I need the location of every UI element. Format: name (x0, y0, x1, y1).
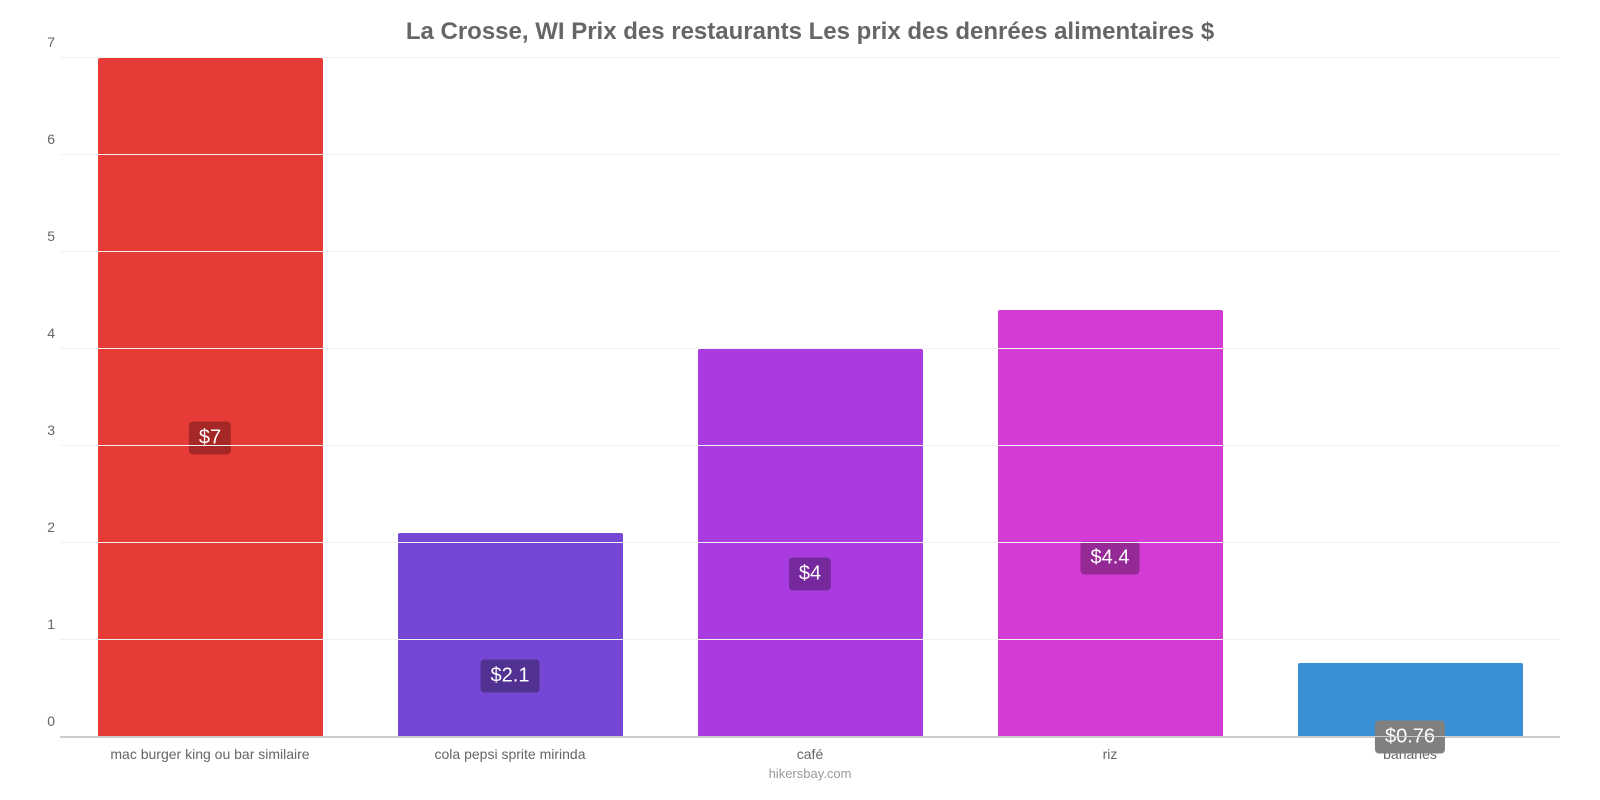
y-tick-label: 0 (30, 713, 55, 729)
bar-slot: $4.4 (960, 58, 1260, 737)
gridline (60, 639, 1560, 640)
bar: $7 (98, 58, 323, 737)
y-tick-label: 4 (30, 325, 55, 341)
bar-value-label: $0.76 (1375, 721, 1445, 754)
y-tick-label: 3 (30, 422, 55, 438)
bar-slot: $0.76 (1260, 58, 1560, 737)
x-axis-category-label: café (660, 746, 960, 762)
y-tick-label: 5 (30, 228, 55, 244)
bar: $2.1 (398, 533, 623, 737)
x-axis-category-label: mac burger king ou bar similaire (60, 746, 360, 762)
chart-title: La Crosse, WI Prix des restaurants Les p… (60, 18, 1560, 46)
gridline (60, 348, 1560, 349)
x-axis-category-label: cola pepsi sprite mirinda (360, 746, 660, 762)
bar-slot: $4 (660, 58, 960, 737)
y-tick-label: 1 (30, 616, 55, 632)
gridline (60, 57, 1560, 58)
bar-value-label: $4 (789, 558, 831, 591)
x-axis-category-label: riz (960, 746, 1260, 762)
bar: $0.76 (1298, 663, 1523, 737)
bar: $4 (698, 349, 923, 737)
y-tick-label: 2 (30, 519, 55, 535)
chart-footer-credit: hikersbay.com (60, 766, 1560, 781)
bar-slot: $7 (60, 58, 360, 737)
bar-value-label: $2.1 (481, 659, 540, 692)
y-tick-label: 7 (30, 34, 55, 50)
bar-slot: $2.1 (360, 58, 660, 737)
plot-area: $7$2.1$4$4.4$0.76 01234567 (60, 58, 1560, 738)
bar: $4.4 (998, 310, 1223, 737)
bar-value-label: $7 (189, 422, 231, 455)
bars-container: $7 $2.1 $4 $4.4 $0.76 (60, 58, 1560, 737)
gridline (60, 154, 1560, 155)
gridline (60, 736, 1560, 737)
price-bar-chart: La Crosse, WI Prix des restaurants Les p… (0, 0, 1600, 800)
gridline (60, 542, 1560, 543)
x-axis-labels: mac burger king ou bar similairecola pep… (60, 746, 1560, 762)
bar-value-label: $4.4 (1081, 541, 1140, 574)
gridline (60, 445, 1560, 446)
gridline (60, 251, 1560, 252)
y-tick-label: 6 (30, 131, 55, 147)
